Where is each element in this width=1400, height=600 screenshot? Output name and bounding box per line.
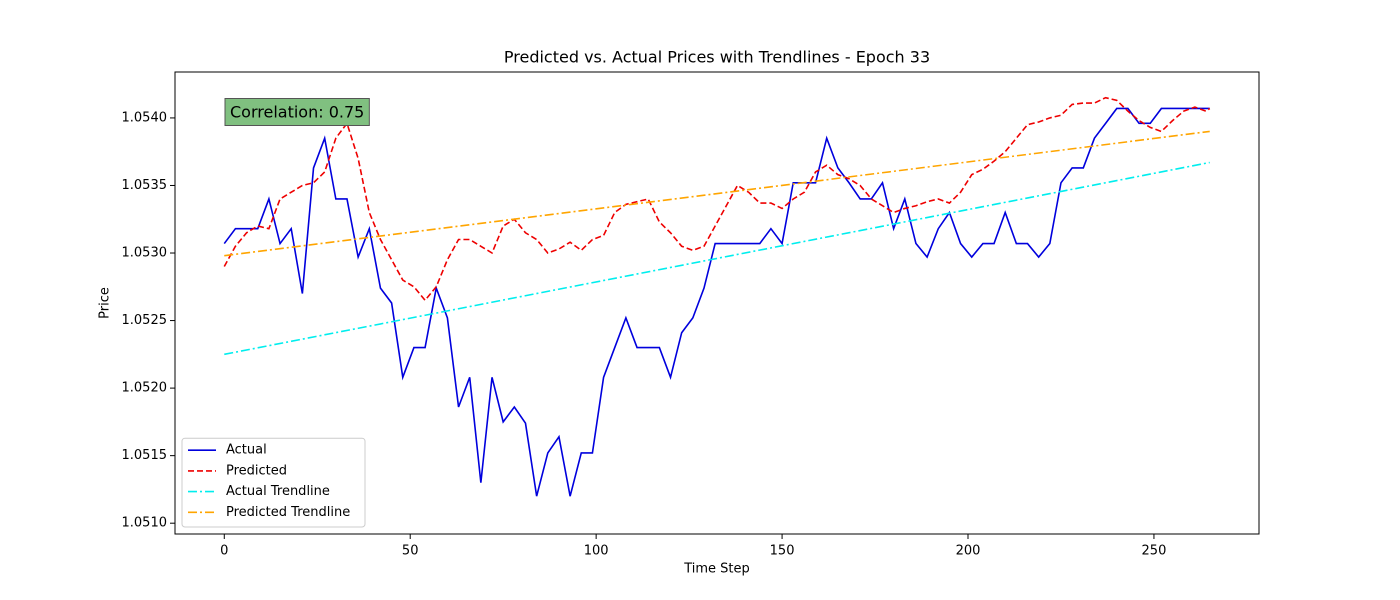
series-line — [224, 130, 1210, 257]
y-tick-label: 1.0535 — [122, 178, 168, 193]
x-axis-label: Time Step — [683, 562, 750, 577]
y-tick-label: 1.0515 — [122, 448, 168, 463]
y-tick-label: 1.0510 — [122, 516, 168, 531]
x-tick-label: 250 — [1142, 544, 1167, 559]
y-axis-label: Price — [98, 287, 113, 319]
legend-label: Predicted — [226, 463, 287, 478]
annotation: Correlation: 0.75 — [230, 103, 364, 122]
chart-title: Predicted vs. Actual Prices with Trendli… — [504, 48, 930, 67]
x-tick-label: 200 — [956, 544, 981, 559]
x-tick-label: 150 — [770, 544, 795, 559]
y-tick-label: 1.0540 — [122, 110, 168, 125]
y-tick-label: 1.0530 — [122, 246, 168, 261]
legend-box — [181, 437, 366, 528]
x-tick-label: 0 — [220, 544, 228, 559]
legend-label: Actual — [226, 443, 267, 458]
legend-label: Predicted Trendline — [226, 505, 350, 520]
y-tick-label: 1.0525 — [122, 313, 168, 328]
plot-frame — [174, 71, 1260, 535]
series-line — [224, 161, 1210, 356]
x-tick-label: 50 — [402, 544, 419, 559]
series-line — [223, 107, 1210, 497]
y-tick-label: 1.0520 — [122, 381, 168, 396]
annotation-box — [224, 98, 370, 126]
x-tick-label: 100 — [584, 544, 609, 559]
legend-label: Actual Trendline — [226, 484, 330, 499]
series-line — [223, 96, 1211, 302]
